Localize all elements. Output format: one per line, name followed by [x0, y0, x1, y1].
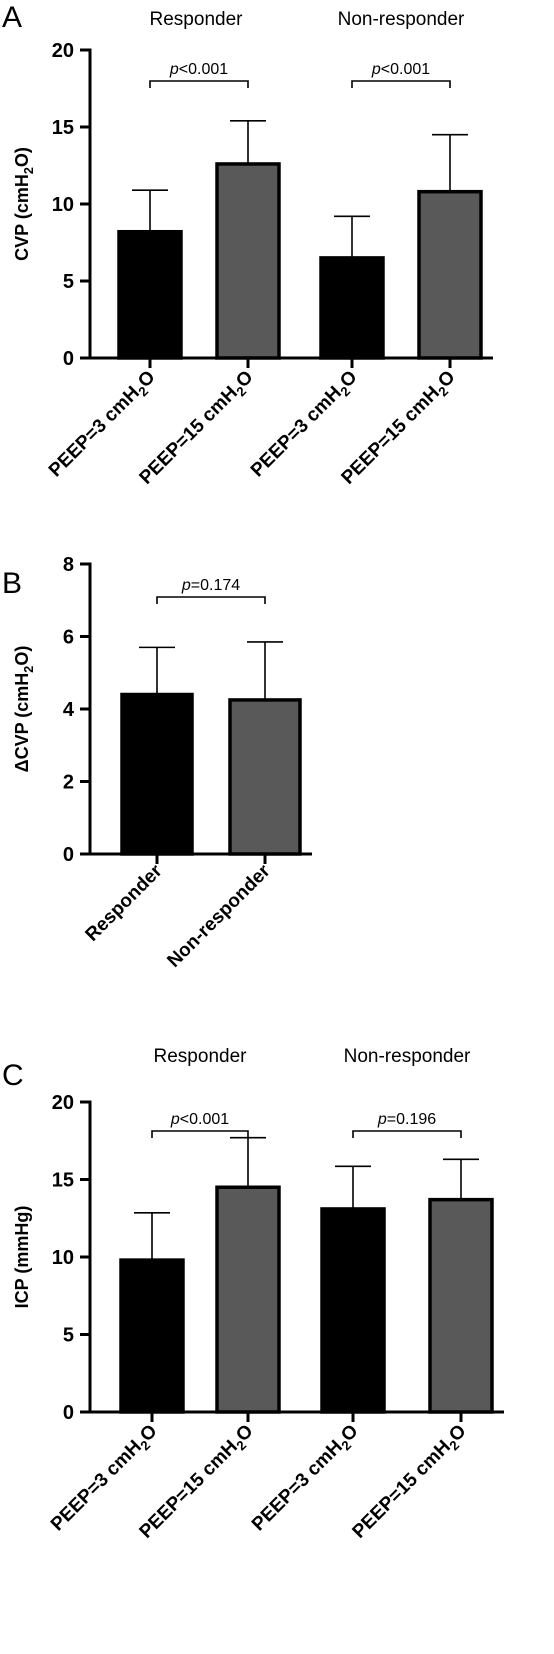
y-tick-label: 10 [52, 194, 74, 216]
significance-bracket [151, 1130, 249, 1138]
panel-letter: A [2, 1, 22, 34]
panel-letter: C [2, 1059, 24, 1092]
y-tick-label: 2 [63, 772, 74, 794]
p-value: <0.001 [381, 61, 430, 78]
y-axis-title: ΔCVP (cmH2O) [12, 646, 36, 773]
x-category-label: Non-responder [163, 860, 275, 972]
label-subscript: 2 [22, 666, 36, 673]
y-tick-label: 10 [52, 1247, 74, 1269]
x-category-label: PEEP=3 cmH2O [248, 1421, 365, 1538]
group-label: Non-responder [344, 1046, 471, 1067]
y-tick-label: 5 [63, 1325, 74, 1347]
bar [215, 162, 281, 360]
y-tick-label: 20 [52, 1092, 74, 1114]
p-value: =0.196 [387, 1111, 436, 1128]
bar [320, 1207, 386, 1414]
y-tick-label: 8 [63, 554, 74, 576]
bar [428, 1197, 494, 1414]
y-tick-label: 6 [63, 627, 74, 649]
bar [119, 1258, 185, 1414]
chart-panel-a: A Responder Non-responder 0 5 10 15 20 CVP (cmH2… [2, 1, 493, 489]
significance-bracket [149, 80, 249, 88]
p-symbol: p [169, 61, 179, 78]
y-tick-label: 4 [63, 699, 75, 721]
label-subscript: 2 [22, 167, 36, 174]
label-main: Non-responder [163, 860, 275, 972]
bar [417, 189, 483, 360]
label-main: PEEP=15 cmH [136, 382, 242, 488]
label-main: PEEP=15 cmH [349, 1436, 455, 1542]
x-category-label: Responder [82, 860, 167, 945]
group-label: Responder [154, 1046, 248, 1067]
panel-letter: B [2, 567, 22, 600]
label-main: ICP (mmHg) [12, 1206, 32, 1309]
label-main: ΔCVP (cmH [12, 673, 32, 773]
y-tick-label: 0 [63, 348, 74, 370]
p-symbol: p [170, 1111, 180, 1128]
label-main: PEEP=3 cmH [45, 382, 144, 481]
group-label: Non-responder [338, 9, 465, 30]
p-value-label: p=0.196 [377, 1111, 436, 1128]
y-tick-label: 5 [63, 271, 74, 293]
y-tick-label: 15 [52, 1170, 74, 1192]
label-main: CVP (cmH [12, 174, 32, 261]
label-tail: O) [12, 646, 32, 666]
significance-bracket [352, 1130, 462, 1138]
p-value-label: p=0.174 [181, 577, 240, 594]
significance-bracket [351, 80, 451, 88]
y-tick-label: 0 [63, 844, 74, 866]
label-main: PEEP=3 cmH [47, 1436, 146, 1535]
significance-bracket [156, 596, 266, 604]
label-main: PEEP=15 cmH [338, 382, 444, 488]
bar [228, 698, 302, 856]
p-value-label: p<0.001 [371, 61, 430, 78]
p-symbol: p [181, 577, 191, 594]
y-tick-label: 20 [52, 40, 74, 62]
x-category-label: PEEP=15 cmH2O [349, 1421, 473, 1545]
p-symbol: p [371, 61, 381, 78]
bar [117, 229, 183, 360]
bar [215, 1185, 281, 1414]
y-tick-label: 0 [63, 1402, 74, 1424]
p-symbol: p [377, 1111, 387, 1128]
p-value-label: p<0.001 [170, 1111, 229, 1128]
bar [319, 256, 385, 360]
bar [120, 692, 194, 856]
y-axis-title: ICP (mmHg) [12, 1206, 32, 1309]
label-main: PEEP=15 cmH [136, 1436, 242, 1542]
label-main: Responder [82, 860, 167, 945]
y-axis-title: CVP (cmH2O) [12, 147, 36, 261]
p-value: =0.174 [191, 577, 240, 594]
chart-panel-c: C Responder Non-responder 0 5 10 15 20 ICP (mmHg… [2, 1046, 504, 1545]
label-main: PEEP=3 cmH [247, 382, 346, 481]
label-main: PEEP=3 cmH [248, 1436, 347, 1535]
label-tail: O) [12, 147, 32, 167]
p-value: <0.001 [180, 1111, 229, 1128]
group-label: Responder [150, 9, 244, 30]
y-tick-label: 15 [52, 117, 74, 139]
p-value: <0.001 [179, 61, 228, 78]
p-value-label: p<0.001 [169, 61, 228, 78]
